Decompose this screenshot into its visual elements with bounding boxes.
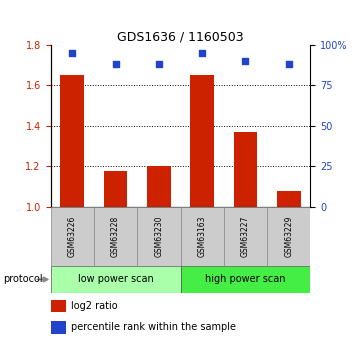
FancyBboxPatch shape bbox=[267, 207, 310, 266]
Bar bbox=[190, 75, 214, 207]
Bar bbox=[234, 132, 257, 207]
Text: percentile rank within the sample: percentile rank within the sample bbox=[71, 322, 236, 332]
Point bbox=[243, 58, 248, 64]
Text: GSM63230: GSM63230 bbox=[155, 216, 163, 257]
Point bbox=[286, 61, 292, 67]
Text: GSM63163: GSM63163 bbox=[198, 216, 206, 257]
Text: high power scan: high power scan bbox=[205, 275, 286, 284]
Point bbox=[199, 50, 205, 56]
Title: GDS1636 / 1160503: GDS1636 / 1160503 bbox=[117, 31, 244, 44]
Text: GSM63229: GSM63229 bbox=[284, 216, 293, 257]
Text: protocol: protocol bbox=[4, 275, 43, 284]
Text: GSM63227: GSM63227 bbox=[241, 216, 250, 257]
Bar bbox=[104, 170, 127, 207]
Bar bbox=[60, 75, 84, 207]
Bar bbox=[147, 167, 171, 207]
Bar bbox=[51, 321, 66, 334]
FancyBboxPatch shape bbox=[224, 207, 267, 266]
Text: log2 ratio: log2 ratio bbox=[71, 301, 118, 311]
FancyBboxPatch shape bbox=[51, 207, 94, 266]
FancyBboxPatch shape bbox=[180, 266, 310, 293]
Bar bbox=[51, 299, 66, 312]
FancyBboxPatch shape bbox=[94, 207, 137, 266]
FancyBboxPatch shape bbox=[51, 266, 180, 293]
Point bbox=[113, 61, 118, 67]
Text: GSM63226: GSM63226 bbox=[68, 216, 77, 257]
Text: GSM63228: GSM63228 bbox=[111, 216, 120, 257]
Bar bbox=[277, 191, 301, 207]
Text: low power scan: low power scan bbox=[78, 275, 153, 284]
FancyBboxPatch shape bbox=[137, 207, 180, 266]
Point bbox=[156, 61, 162, 67]
FancyBboxPatch shape bbox=[180, 207, 224, 266]
Point bbox=[69, 50, 75, 56]
